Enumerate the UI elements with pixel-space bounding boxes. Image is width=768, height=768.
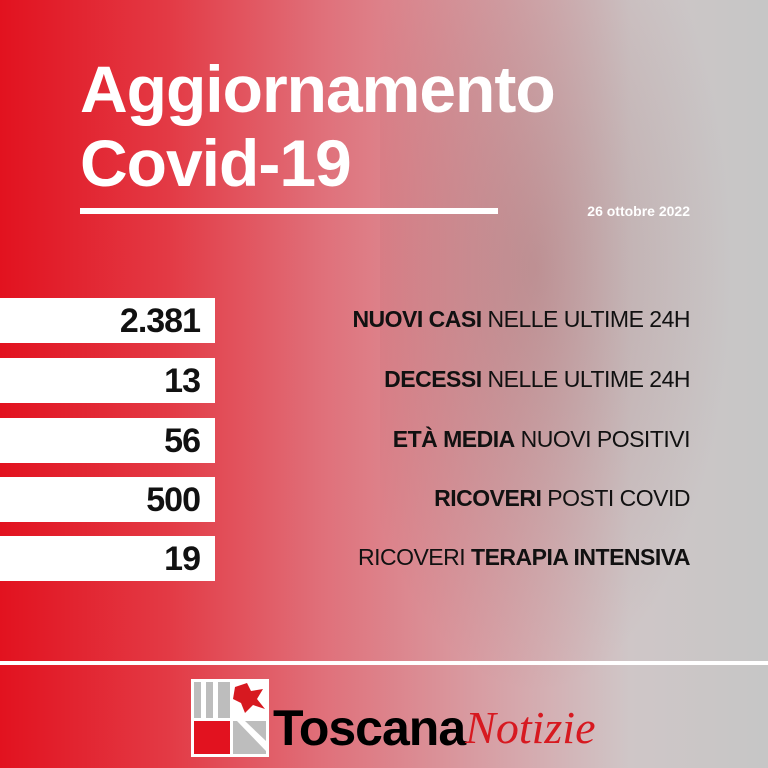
- stat-label: RICOVERI POSTI COVID: [434, 485, 690, 511]
- stat-value: 13: [164, 362, 201, 400]
- stat-row-deaths: 13 DECESSI NELLE ULTIME 24H: [0, 358, 768, 403]
- value-box: [0, 298, 215, 343]
- background-photo: [380, 0, 768, 768]
- stat-value: 2.381: [119, 302, 201, 340]
- logo-text-toscana: Toscana: [273, 700, 466, 756]
- title-divider: [80, 208, 498, 214]
- footer-divider: [0, 661, 768, 665]
- page-title-line2: Covid-19: [80, 126, 352, 200]
- page-title-line1: Aggiornamento: [80, 52, 556, 126]
- stat-row-new-cases: 2.381 NUOVI CASI NELLE ULTIME 24H: [0, 298, 768, 343]
- stat-label: NUOVI CASI NELLE ULTIME 24H: [352, 306, 690, 332]
- value-box: [0, 536, 215, 581]
- logo-text-notizie: Notizie: [465, 702, 596, 753]
- logo-mark-icon: [191, 679, 269, 757]
- stat-label: DECESSI NELLE ULTIME 24H: [384, 366, 690, 392]
- stat-value: 500: [146, 481, 201, 519]
- stat-row-average-age: 56 ETÀ MEDIA NUOVI POSITIVI: [0, 418, 768, 463]
- value-box: [0, 418, 215, 463]
- stat-value: 56: [164, 422, 201, 460]
- stat-row-intensive-care: 19 RICOVERI TERAPIA INTENSIVA: [0, 536, 768, 581]
- stat-label: RICOVERI TERAPIA INTENSIVA: [357, 544, 691, 570]
- value-box: [0, 358, 215, 403]
- value-box: [0, 477, 215, 522]
- stat-value: 19: [164, 540, 201, 578]
- date-label: 26 ottobre 2022: [587, 203, 690, 219]
- stat-label: ETÀ MEDIA NUOVI POSITIVI: [392, 426, 691, 452]
- stat-row-covid-beds: 500 RICOVERI POSTI COVID: [0, 477, 768, 522]
- toscana-notizie-logo: Toscana Notizie: [191, 679, 596, 757]
